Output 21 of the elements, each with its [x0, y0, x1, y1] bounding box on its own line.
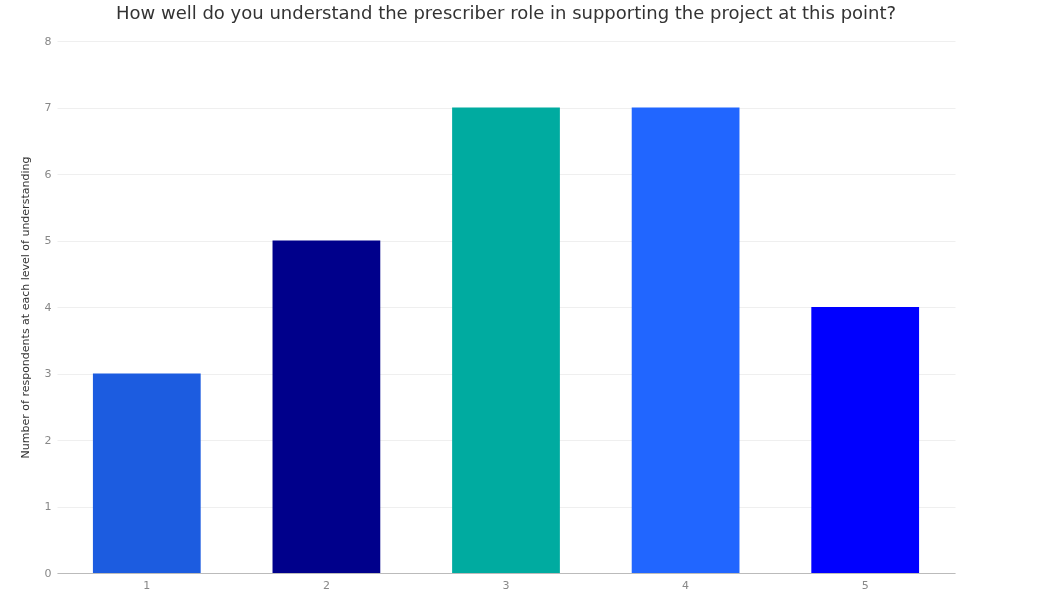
bar	[631, 107, 740, 573]
x-tick-label: 1	[143, 578, 151, 592]
y-tick-label: 7	[44, 101, 52, 114]
y-axis-title: Number of respondents at each level of understanding	[18, 156, 32, 459]
x-tick-label: 4	[682, 578, 690, 592]
y-tick-label: 8	[44, 34, 52, 48]
x-tick-label: 5	[861, 578, 869, 592]
chart-title: How well do you understand the prescriber role in supporting the project at this point?	[115, 2, 897, 23]
y-tick-label: 6	[44, 167, 52, 181]
bar	[272, 240, 381, 573]
y-tick-label: 3	[44, 367, 52, 380]
y-tick-label: 2	[44, 433, 52, 447]
y-tick-label: 0	[44, 566, 52, 580]
y-tick-label: 1	[44, 500, 52, 513]
bar	[811, 307, 920, 573]
y-tick-label: 5	[44, 234, 52, 247]
x-tick-label: 2	[322, 578, 330, 592]
bar	[92, 373, 201, 573]
bar	[452, 107, 560, 573]
x-tick-label: 3	[502, 578, 510, 592]
y-tick-label: 4	[44, 300, 52, 314]
